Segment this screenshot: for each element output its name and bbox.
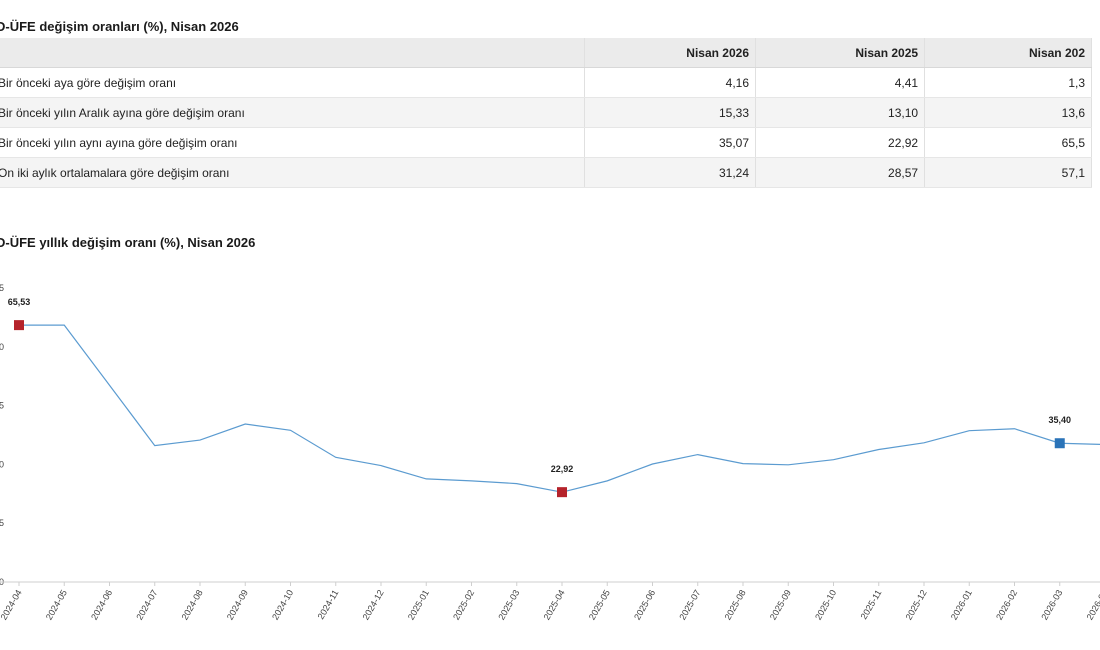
table-header-row: Nisan 2026 Nisan 2025 Nisan 202 xyxy=(0,38,1092,68)
x-tick-label: 2025-07 xyxy=(677,588,702,622)
x-tick-label: 2024-10 xyxy=(270,588,295,622)
cell-value: 57,1 xyxy=(924,157,1092,188)
x-tick-label: 2025-02 xyxy=(451,588,476,622)
chart-title: D-ÜFE yıllık değişim oranı (%), Nisan 20… xyxy=(0,235,256,250)
x-tick-label: 2025-09 xyxy=(768,588,793,622)
y-tick-label: 0 xyxy=(0,342,4,352)
x-tick-label: 2024-08 xyxy=(180,588,205,622)
x-tick-label: 2024-12 xyxy=(361,588,386,622)
x-tick-label: 2025-08 xyxy=(723,588,748,622)
data-label: 22,92 xyxy=(551,464,574,474)
cell-value: 65,5 xyxy=(924,127,1092,158)
cell-value: 1,3 xyxy=(924,67,1092,98)
table-header-nisan-2024: Nisan 202 xyxy=(924,38,1092,68)
x-tick-label: 2024-09 xyxy=(225,588,250,622)
x-tick-label: 2025-11 xyxy=(859,588,884,621)
cell-value: 13,6 xyxy=(924,97,1092,128)
cell-value: 31,24 xyxy=(584,157,756,188)
x-tick-label: 2025-01 xyxy=(406,588,431,622)
table-header-nisan-2025: Nisan 2025 xyxy=(755,38,926,68)
cell-value: 15,33 xyxy=(584,97,756,128)
row-label: Bir önceki yılın aynı ayına göre değişim… xyxy=(0,127,585,158)
table-row: Bir önceki yılın aynı ayına göre değişim… xyxy=(0,127,1092,158)
data-label: 35,40 xyxy=(1048,415,1071,425)
cell-value: 4,41 xyxy=(755,67,926,98)
cell-value: 22,92 xyxy=(755,127,926,158)
x-tick-label: 2025-10 xyxy=(813,588,838,622)
data-point-marker xyxy=(14,320,24,331)
x-tick-label: 2024-11 xyxy=(316,588,341,621)
table-header-empty xyxy=(0,38,585,68)
change-rates-table: Nisan 2026 Nisan 2025 Nisan 202 Bir önce… xyxy=(0,38,1092,188)
x-tick-label: 2025-12 xyxy=(904,588,929,622)
x-axis: 2024-04 2024-05 2024-06 2024-07 2024-08 2024-… xyxy=(0,582,1100,622)
row-label: On iki aylık ortalamalara göre değişim o… xyxy=(0,157,585,188)
cell-value: 35,07 xyxy=(584,127,756,158)
x-tick-label: 2026-01 xyxy=(949,588,974,622)
y-tick-label: 0 xyxy=(0,459,4,469)
y-tick-label: 5 xyxy=(0,401,4,411)
x-tick-label: 2024-04 xyxy=(0,588,24,622)
x-tick-label: 2025-04 xyxy=(542,588,567,622)
table-header-nisan-2026: Nisan 2026 xyxy=(584,38,756,68)
x-tick-label: 2025-05 xyxy=(587,588,612,622)
cell-value: 28,57 xyxy=(755,157,926,188)
table-row: Bir önceki aya göre değişim oranı 4,16 4… xyxy=(0,67,1092,98)
x-tick-label: 2024-06 xyxy=(89,588,114,622)
cell-value: 4,16 xyxy=(584,67,756,98)
x-tick-label: 2024-05 xyxy=(44,588,69,622)
data-point-marker xyxy=(1054,438,1065,449)
data-label: 65,53 xyxy=(8,297,31,307)
x-tick-label: 2025-06 xyxy=(632,588,657,622)
table-title: D-ÜFE değişim oranları (%), Nisan 2026 xyxy=(0,19,239,34)
y-tick-label: 5 xyxy=(0,518,4,528)
x-tick-label: 2024-07 xyxy=(134,588,159,622)
table-row: On iki aylık ortalamalara göre değişim o… xyxy=(0,157,1092,188)
data-point-marker xyxy=(557,487,567,498)
x-tick-label: 2026-03 xyxy=(1039,588,1064,622)
row-label: Bir önceki aya göre değişim oranı xyxy=(0,67,585,98)
row-label: Bir önceki yılın Aralık ayına göre değiş… xyxy=(0,97,585,128)
cell-value: 13,10 xyxy=(755,97,926,128)
x-tick-label: 2026-02 xyxy=(994,588,1019,622)
x-tick-label: 2025-03 xyxy=(496,588,521,622)
y-tick-label: 5 xyxy=(0,283,4,293)
table-row: Bir önceki yılın Aralık ayına göre değiş… xyxy=(0,97,1092,128)
x-tick-label: 2026-04 xyxy=(1085,588,1100,622)
